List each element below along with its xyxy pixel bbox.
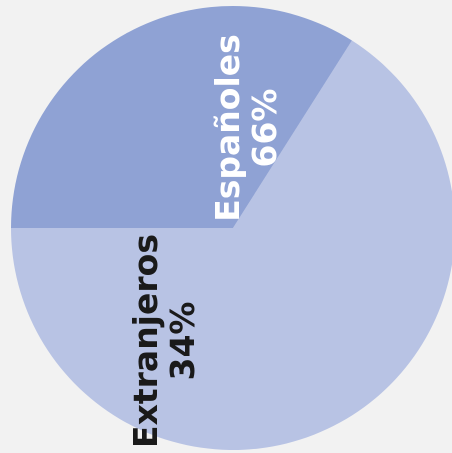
- pie-slices: [11, 6, 452, 450]
- slice-label-espanoles: Españoles: [208, 34, 247, 222]
- pie-slice-1: [11, 6, 352, 228]
- label-espanoles: Españoles 66%: [208, 34, 284, 222]
- label-extranjeros: Extranjeros 34%: [126, 234, 202, 448]
- pie-slice-0: [11, 40, 452, 450]
- slice-percent-extranjeros: 34%: [163, 302, 202, 381]
- slice-percent-espanoles: 66%: [245, 89, 284, 168]
- slice-label-extranjeros: Extranjeros: [126, 234, 165, 448]
